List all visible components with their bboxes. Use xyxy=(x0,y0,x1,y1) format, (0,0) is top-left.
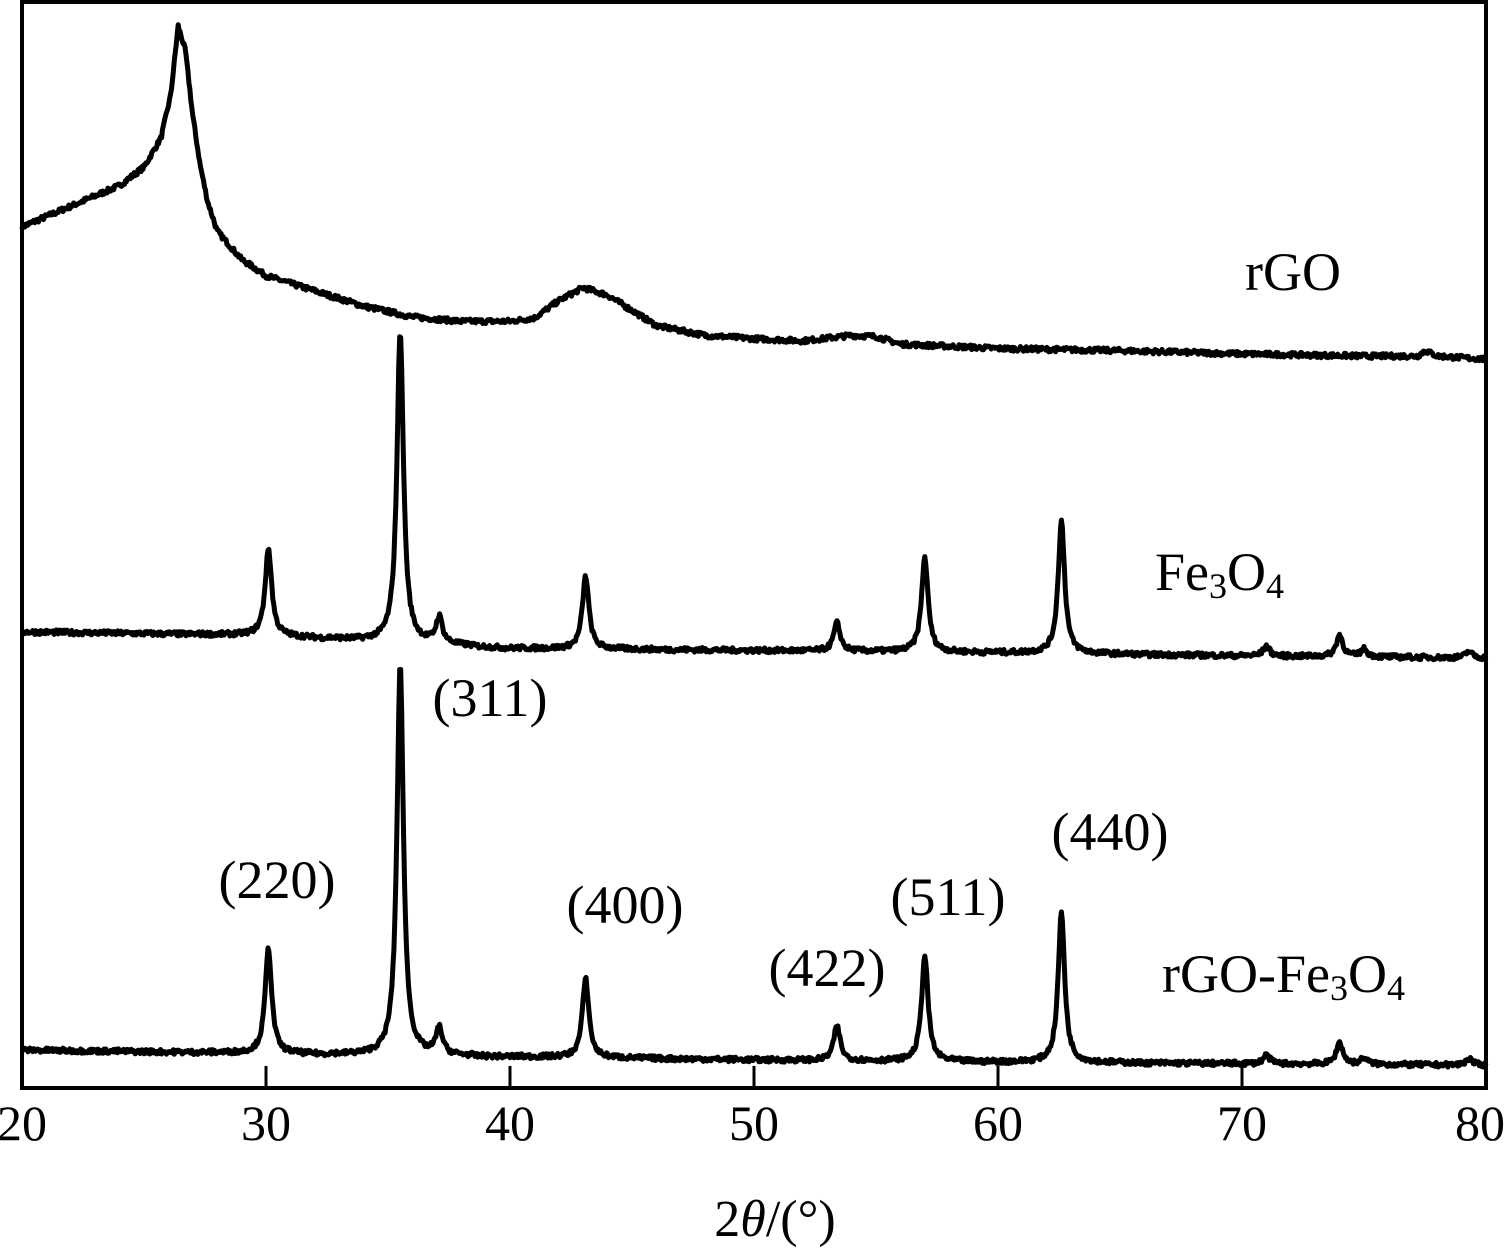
x-tick-label: 50 xyxy=(729,1095,779,1151)
series-line-rgo xyxy=(19,22,1488,364)
annotation-440: (440) xyxy=(1052,802,1169,862)
x-tick-label: 80 xyxy=(1455,1095,1505,1151)
plot-frame xyxy=(20,0,1488,1090)
x-tick-label: 60 xyxy=(973,1095,1023,1151)
series-label-fe3o4: Fe3O4 xyxy=(1155,542,1284,606)
annotation-220: (220) xyxy=(219,850,336,910)
x-tick-labels: 20 30 40 50 60 70 80 xyxy=(0,1095,1505,1151)
series-label-rgo: rGO xyxy=(1245,242,1341,302)
series-line-fe3o4 xyxy=(20,334,1489,663)
series-line-rgo-fe3o4 xyxy=(20,666,1489,1070)
annotation-511: (511) xyxy=(891,867,1006,927)
series-curves xyxy=(19,22,1489,1070)
x-tick-label: 40 xyxy=(485,1095,535,1151)
series-label-rgo-fe3o4: rGO-Fe3O4 xyxy=(1162,944,1405,1008)
x-tick-label: 20 xyxy=(0,1095,47,1151)
annotation-400: (400) xyxy=(567,875,684,935)
x-axis-ticks xyxy=(264,1066,1244,1088)
annotation-422: (422) xyxy=(769,938,886,998)
x-tick-label: 30 xyxy=(241,1095,291,1151)
x-tick-label: 70 xyxy=(1217,1095,1267,1151)
x-axis-label: 2θ/(°) xyxy=(714,1191,835,1248)
annotation-311: (311) xyxy=(433,668,548,728)
